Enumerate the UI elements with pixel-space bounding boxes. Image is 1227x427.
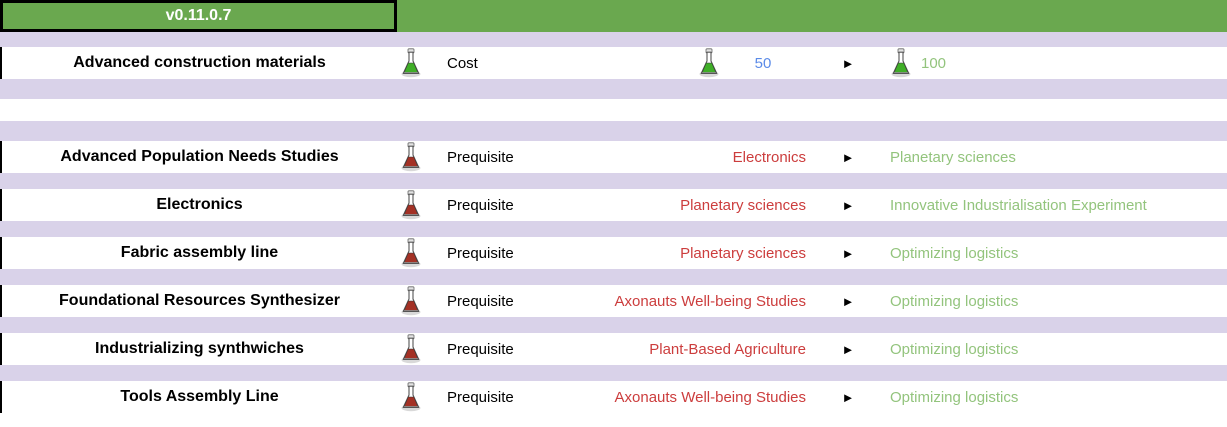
row-separator	[0, 365, 1227, 381]
old-value-cell: Plant-Based Agriculture	[547, 341, 806, 358]
tech-name: Foundational Resources Synthesizer	[59, 292, 340, 309]
new-value-cell: Innovative Industrialisation Experiment	[890, 197, 1227, 214]
change-type-label: Prequisite	[447, 292, 514, 310]
red-flask-icon	[397, 142, 447, 172]
row-separator	[0, 317, 1227, 333]
old-value-cell: Axonauts Well-being Studies	[547, 292, 807, 310]
old-value-cell: Axonauts Well-being Studies	[547, 388, 807, 406]
old-value-cell: 50	[547, 48, 806, 78]
new-value-cell: Planetary sciences	[890, 149, 1227, 166]
row-separator	[0, 269, 1227, 285]
new-value: Optimizing logistics	[890, 292, 1019, 310]
red-flask-icon	[397, 286, 447, 316]
change-type-label: Prequisite	[447, 388, 514, 406]
old-value-cell: Electronics	[547, 149, 806, 166]
tech-name: Advanced construction materials	[73, 54, 326, 71]
green-flask-icon	[890, 48, 912, 78]
change-row: Advanced construction materials Cost 50	[0, 47, 1227, 79]
old-value-cell: Planetary sciences	[547, 197, 806, 214]
change-row: Foundational Resources Synthesizer Prequ…	[0, 285, 1227, 317]
version-badge: v0.11.0.7	[0, 0, 397, 32]
right-arrow-icon: ►	[841, 149, 855, 165]
right-arrow-icon: ►	[841, 55, 855, 71]
new-value: Innovative Industrialisation Experiment	[890, 196, 1147, 214]
new-value-cell: Optimizing logistics	[890, 389, 1227, 406]
new-value: Optimizing logistics	[890, 244, 1019, 262]
change-rows: Advanced construction materials Cost 50	[0, 32, 1227, 413]
old-value: Electronics	[732, 148, 806, 166]
right-arrow-icon: ►	[841, 293, 855, 309]
tech-name: Fabric assembly line	[120, 244, 279, 261]
change-row: Tools Assembly Line Prequisite Axonauts …	[0, 381, 1227, 413]
change-row: Fabric assembly line Prequisite Planetar…	[0, 237, 1227, 269]
change-type-label: Prequisite	[447, 244, 514, 262]
green-flask-icon	[698, 48, 720, 78]
change-row: Advanced Population Needs Studies Prequi…	[0, 141, 1227, 173]
row-separator	[0, 121, 1227, 141]
right-arrow-icon: ►	[841, 197, 855, 213]
change-type-label: Prequisite	[447, 340, 514, 358]
green-flask-icon	[397, 48, 447, 78]
new-value: Optimizing logistics	[890, 388, 1019, 406]
old-value: Planetary sciences	[680, 244, 806, 262]
new-value: Planetary sciences	[890, 148, 1016, 166]
change-type-label: Prequisite	[447, 148, 514, 166]
red-flask-icon	[397, 190, 447, 220]
old-value: Axonauts Well-being Studies	[614, 388, 807, 406]
red-flask-icon	[397, 382, 447, 412]
tech-name: Electronics	[156, 196, 243, 213]
old-value-cell: Planetary sciences	[547, 245, 806, 262]
right-arrow-icon: ►	[841, 341, 855, 357]
tech-name: Tools Assembly Line	[120, 388, 279, 405]
right-arrow-icon: ►	[841, 389, 855, 405]
row-separator	[0, 79, 1227, 99]
tech-name: Advanced Population Needs Studies	[60, 148, 339, 165]
right-arrow-icon: ►	[841, 245, 855, 261]
row-separator	[0, 99, 1227, 121]
tech-name: Industrializing synthwiches	[95, 340, 304, 357]
red-flask-icon	[397, 238, 447, 268]
new-value-cell: Optimizing logistics	[890, 245, 1227, 262]
change-row: Electronics Prequisite Planetary science…	[0, 189, 1227, 221]
new-value: 100	[921, 54, 947, 72]
new-value: Optimizing logistics	[890, 340, 1019, 358]
row-separator	[0, 221, 1227, 237]
change-type-label: Prequisite	[447, 196, 514, 214]
change-row: Industrializing synthwiches Prequisite P…	[0, 333, 1227, 365]
change-type-label: Cost	[447, 54, 478, 72]
red-flask-icon	[397, 334, 447, 364]
version-label: v0.11.0.7	[165, 7, 232, 24]
old-value: Axonauts Well-being Studies	[614, 292, 807, 310]
new-value-cell: Optimizing logistics	[890, 341, 1227, 358]
new-value-cell: Optimizing logistics	[890, 293, 1227, 310]
version-header: v0.11.0.7	[0, 0, 1227, 32]
row-separator	[0, 173, 1227, 189]
old-value: Planetary sciences	[680, 196, 806, 214]
new-value-cell: 100	[890, 48, 1227, 78]
old-value: Plant-Based Agriculture	[649, 340, 806, 358]
old-value: 50	[754, 54, 772, 72]
row-separator	[0, 32, 1227, 47]
